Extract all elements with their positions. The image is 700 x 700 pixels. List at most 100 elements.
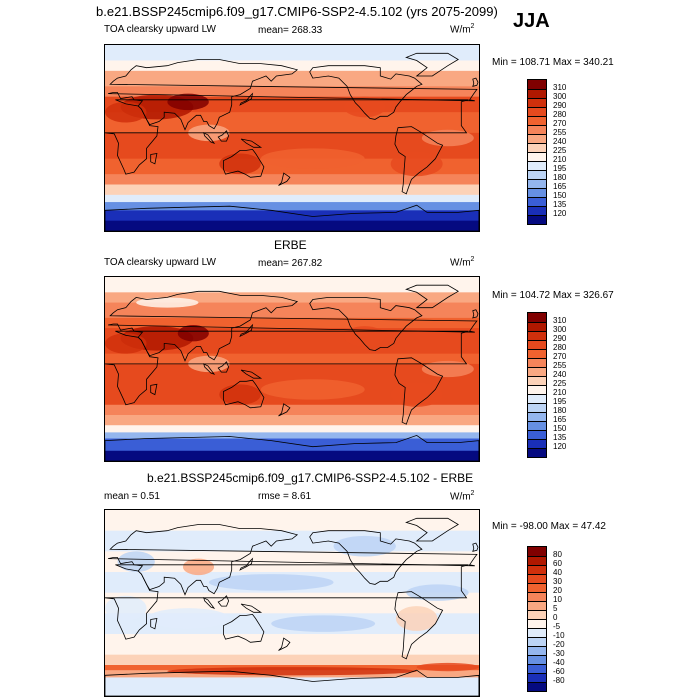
- field-band: [105, 634, 479, 656]
- colorbar-swatch: [528, 179, 546, 188]
- coast-south-america: [394, 591, 444, 660]
- colorbar-swatch: [528, 116, 546, 125]
- coast-sumatra: [203, 363, 216, 375]
- coast-new-zealand: [278, 172, 291, 186]
- panel3-map: [104, 509, 480, 697]
- panel1-variable-label: TOA clearsky upward LW: [104, 24, 216, 35]
- colorbar-tick-label: 10: [553, 595, 562, 604]
- colorbar-tick-label: 255: [553, 361, 567, 370]
- panel2-variable-label: TOA clearsky upward LW: [104, 257, 216, 268]
- field-band: [105, 302, 479, 319]
- colorbar-tick-label: -80: [553, 676, 565, 685]
- field-band: [105, 510, 479, 532]
- colorbar-swatch: [528, 655, 546, 664]
- coast-borneo: [217, 130, 230, 142]
- coast-greenland: [405, 52, 459, 77]
- map-field: [105, 45, 479, 231]
- colorbar-swatch: [528, 385, 546, 394]
- colorbar-swatch: [528, 322, 546, 331]
- colorbar-swatch: [528, 682, 546, 691]
- colorbar-tick-label: -10: [553, 631, 565, 640]
- colorbar-tick-label: 225: [553, 146, 567, 155]
- coast-south-america: [394, 357, 444, 425]
- field-blob: [105, 101, 147, 123]
- coast-africa: [105, 99, 469, 175]
- coast-antarctica: [105, 434, 479, 461]
- colorbar-tick-label: -30: [553, 649, 565, 658]
- field-band: [105, 194, 479, 203]
- panel3-range: Min = -98.00 Max = 47.42: [492, 521, 606, 532]
- panel3-rmse-label: rmse = 8.61: [258, 491, 312, 502]
- colorbar-swatch: [528, 547, 546, 556]
- colorbar-swatch: [528, 313, 546, 322]
- colorbar-tick-label: 290: [553, 101, 567, 110]
- field-band: [105, 174, 479, 185]
- colorbar-tick-label: 195: [553, 397, 567, 406]
- colorbar-swatch: [528, 107, 546, 116]
- colorbar-swatch: [528, 574, 546, 583]
- colorbar-swatch: [528, 80, 546, 89]
- colorbar-swatch: [528, 367, 546, 376]
- field-band: [105, 425, 479, 433]
- field-blob: [421, 129, 474, 147]
- colorbar-tick-label: 195: [553, 164, 567, 173]
- colorbar-tick-label: -40: [553, 658, 565, 667]
- colorbar-swatch: [528, 610, 546, 619]
- field-band: [105, 292, 479, 304]
- field-blob: [182, 558, 215, 576]
- colorbar-swatch: [528, 331, 546, 340]
- field-band: [105, 415, 479, 426]
- coast-madagascar: [150, 153, 158, 165]
- colorbar-swatch: [528, 340, 546, 349]
- colorbar-tick-label: -5: [553, 622, 561, 631]
- panel3-colorbar: [527, 546, 547, 692]
- colorbar-tick-label: 270: [553, 352, 567, 361]
- colorbar-tick-label: 20: [553, 586, 562, 595]
- colorbar-tick-label: -60: [553, 667, 565, 676]
- coast-australia: [223, 613, 265, 643]
- field-blob: [117, 551, 155, 572]
- field-band: [105, 184, 479, 196]
- coast-japan: [239, 323, 254, 338]
- colorbar-swatch: [528, 592, 546, 601]
- field-band: [105, 202, 479, 211]
- coast-eurasia: [108, 59, 478, 131]
- colorbar-swatch: [528, 215, 546, 224]
- coast-greenland: [405, 517, 459, 542]
- panel1-units: W/m2: [450, 23, 475, 36]
- field-band: [105, 45, 479, 61]
- panel2-title: ERBE: [274, 238, 307, 252]
- colorbar-swatch: [528, 556, 546, 565]
- field-band: [105, 404, 479, 416]
- coast-madagascar: [150, 618, 158, 630]
- coast-antarctica: [105, 669, 479, 696]
- colorbar-swatch: [528, 628, 546, 637]
- colorbar-tick-label: 180: [553, 173, 567, 182]
- coast-japan: [239, 92, 254, 106]
- panel2-map: [104, 276, 480, 462]
- coast-new-guinea: [240, 138, 263, 148]
- colorbar-tick-label: 210: [553, 155, 567, 164]
- colorbar-swatch: [528, 394, 546, 403]
- field-band: [105, 132, 479, 144]
- colorbar-tick-label: 120: [553, 442, 567, 451]
- coast-new-zealand: [278, 637, 291, 651]
- colorbar-tick-label: 310: [553, 83, 567, 92]
- field-blob: [167, 667, 417, 676]
- colorbar-tick-label: 210: [553, 388, 567, 397]
- coast-africa: [105, 564, 469, 640]
- colorbar-tick-label: 300: [553, 92, 567, 101]
- colorbar-swatch: [528, 439, 546, 448]
- colorbar-swatch: [528, 646, 546, 655]
- field-blob: [146, 608, 230, 629]
- colorbar-swatch: [528, 421, 546, 430]
- coast-new-zealand: [278, 403, 291, 417]
- coast-eurasia: [108, 524, 478, 596]
- colorbar-tick-label: 120: [553, 209, 567, 218]
- panel2-mean-label: mean= 267.82: [258, 258, 323, 269]
- colorbar-tick-label: 280: [553, 343, 567, 352]
- colorbar-swatch: [528, 448, 546, 457]
- coast-africa: [105, 330, 469, 406]
- colorbar-swatch: [528, 134, 546, 143]
- field-band: [105, 86, 479, 98]
